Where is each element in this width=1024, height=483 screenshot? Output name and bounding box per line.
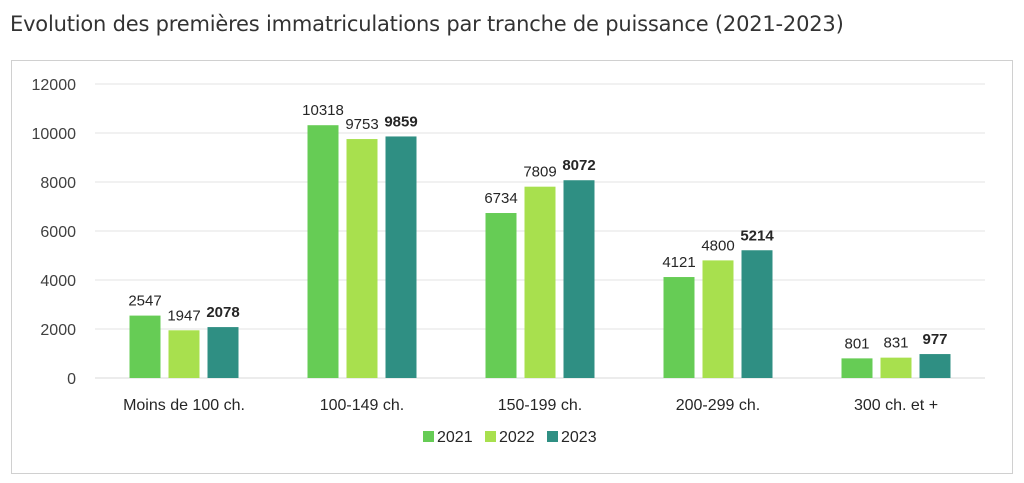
bar: [524, 186, 556, 378]
legend-label: 2021: [437, 429, 473, 446]
bar: [207, 327, 239, 378]
bar: [841, 358, 873, 378]
y-tick-label: 4000: [40, 273, 76, 290]
data-label: 4121: [662, 254, 695, 271]
bar: [702, 260, 734, 378]
y-tick-label: 8000: [40, 175, 76, 192]
y-tick-label: 6000: [40, 224, 76, 241]
x-category-label: Moins de 100 ch.: [123, 397, 245, 414]
bars: [129, 125, 951, 378]
data-label: 2078: [206, 304, 239, 321]
legend: 2021 2022 2023: [423, 429, 597, 446]
bar: [880, 357, 912, 378]
y-tick-label: 2000: [40, 322, 76, 339]
y-tick-label: 12000: [32, 77, 77, 94]
bar: [563, 180, 595, 378]
y-axis: 0 2000 4000 6000 8000 10000 12000: [32, 77, 77, 388]
data-label: 4800: [701, 237, 734, 254]
bar: [129, 315, 161, 378]
bar: [663, 277, 695, 378]
data-label: 5214: [740, 227, 774, 244]
y-tick-label: 10000: [32, 126, 77, 143]
bar: [741, 250, 773, 378]
bar: [307, 125, 339, 378]
data-label: 8072: [562, 157, 595, 174]
data-label: 6734: [484, 190, 517, 207]
x-category-label: 200-299 ch.: [676, 397, 761, 414]
x-category-label: 300 ch. et +: [854, 397, 938, 414]
bar: [168, 330, 200, 378]
bar: [919, 354, 951, 378]
data-label: 9753: [345, 116, 378, 133]
y-tick-label: 0: [67, 371, 76, 388]
x-category-label: 100-149 ch.: [320, 397, 405, 414]
data-label: 831: [883, 335, 908, 352]
x-category-label: 150-199 ch.: [498, 397, 583, 414]
x-axis: Moins de 100 ch. 100-149 ch. 150-199 ch. 20…: [123, 397, 938, 414]
data-label: 801: [844, 335, 869, 352]
legend-swatch: [423, 431, 434, 442]
data-label: 9859: [384, 113, 417, 130]
bar: [385, 136, 417, 378]
data-label: 977: [922, 331, 947, 348]
legend-swatch: [485, 431, 496, 442]
data-label: 1947: [167, 307, 200, 324]
chart-title: Evolution des premières immatriculations…: [10, 12, 844, 36]
data-label: 2547: [128, 293, 161, 310]
data-label: 10318: [302, 102, 344, 119]
data-label: 7809: [523, 164, 556, 181]
legend-label: 2023: [561, 429, 597, 446]
bar: [346, 139, 378, 378]
legend-label: 2022: [499, 429, 535, 446]
bar: [485, 213, 517, 378]
legend-swatch: [547, 431, 558, 442]
